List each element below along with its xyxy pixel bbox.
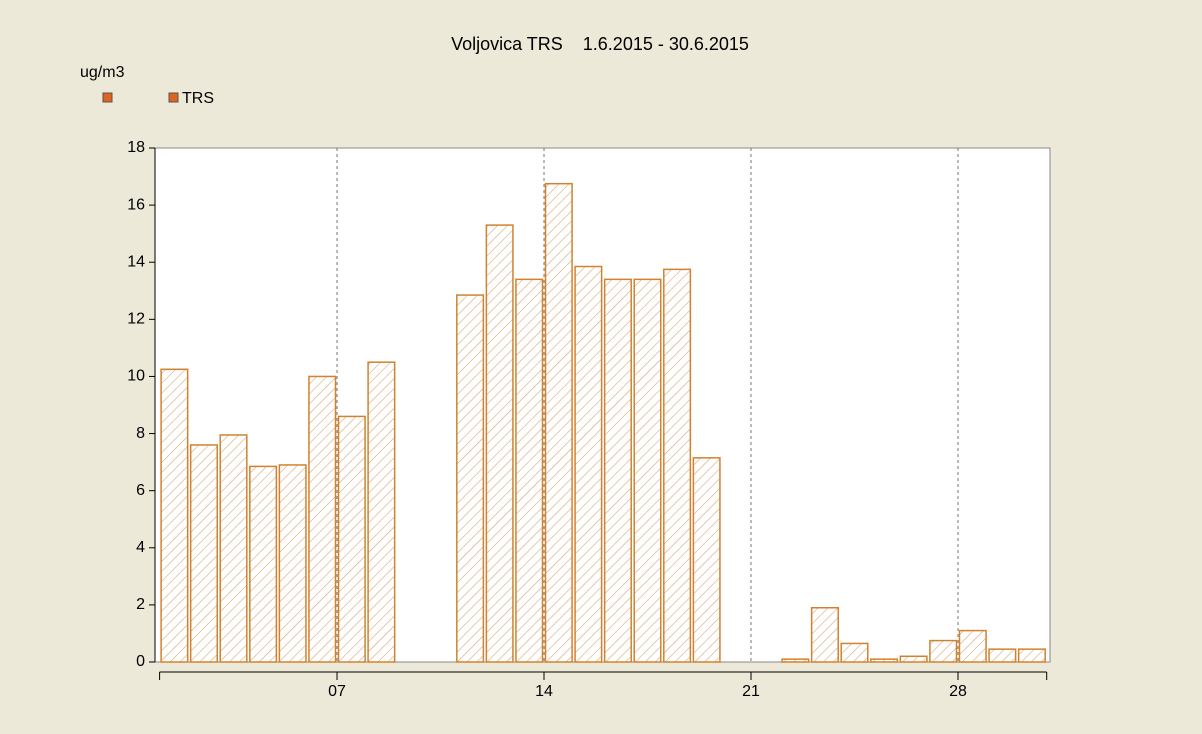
bar bbox=[278, 464, 307, 663]
bar bbox=[515, 278, 544, 663]
legend-label: TRS bbox=[182, 90, 214, 107]
y-tick-label: 4 bbox=[136, 539, 145, 556]
bar bbox=[219, 434, 248, 663]
y-axis-label: ug/m3 bbox=[80, 64, 125, 81]
bar bbox=[249, 465, 278, 663]
bar bbox=[574, 265, 603, 663]
bar bbox=[899, 655, 928, 663]
legend-swatch bbox=[168, 92, 179, 103]
bar bbox=[633, 278, 662, 663]
bar bbox=[929, 639, 958, 663]
bar bbox=[603, 278, 632, 663]
bar bbox=[544, 182, 573, 663]
bar bbox=[308, 375, 337, 663]
bar bbox=[840, 642, 869, 663]
bar bbox=[988, 648, 1017, 663]
bar bbox=[160, 368, 189, 663]
y-tick-label: 10 bbox=[127, 368, 145, 385]
bar bbox=[810, 606, 839, 663]
bar bbox=[958, 629, 987, 663]
bar bbox=[367, 361, 396, 663]
bar bbox=[485, 224, 514, 663]
x-tick-label: 07 bbox=[328, 683, 346, 700]
x-tick-label: 21 bbox=[742, 683, 760, 700]
y-tick-label: 18 bbox=[127, 139, 145, 156]
y-tick-label: 14 bbox=[127, 253, 145, 270]
y-tick-label: 12 bbox=[127, 311, 145, 328]
x-tick-label: 28 bbox=[949, 683, 967, 700]
bar bbox=[189, 444, 218, 663]
x-tick-label: 14 bbox=[535, 683, 553, 700]
bar bbox=[456, 294, 485, 663]
y-tick-label: 6 bbox=[136, 482, 145, 499]
y-tick-label: 0 bbox=[136, 653, 145, 670]
y-tick-label: 16 bbox=[127, 196, 145, 213]
bar bbox=[1017, 648, 1046, 663]
bar bbox=[781, 658, 810, 663]
bar bbox=[663, 268, 692, 663]
bar bbox=[337, 415, 366, 663]
bar bbox=[692, 457, 721, 663]
legend-swatch-extra bbox=[102, 92, 113, 103]
bar bbox=[870, 658, 899, 663]
y-tick-label: 8 bbox=[136, 425, 145, 442]
chart-title: Voljovica TRS 1.6.2015 - 30.6.2015 bbox=[451, 34, 749, 54]
y-tick-label: 2 bbox=[136, 596, 145, 613]
